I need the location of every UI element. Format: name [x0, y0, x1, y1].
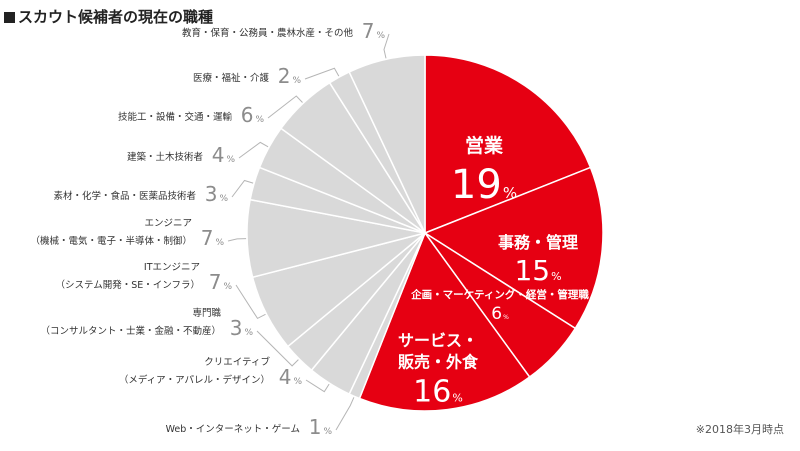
slice-value-unit-8: % — [215, 238, 224, 248]
slice-label-2: 企画・マーケティング・経営・管理職 — [410, 288, 589, 301]
slice-label-line-0-0: 営業 — [465, 134, 504, 157]
slice-value-unit-7: % — [223, 282, 232, 292]
slice-value-8: 7% — [201, 226, 225, 250]
slice-label-line-6-1: （コンサルタント・士業・金融・不動産） — [40, 325, 221, 337]
slice-label-line-8-0: エンジニア — [144, 218, 192, 229]
slice-value-number-2: 6 — [491, 304, 502, 324]
slice-label-3: サービス・販売・外食 — [398, 331, 479, 372]
leader-line-6 — [256, 330, 299, 367]
slice-value-number-3: 16 — [413, 375, 451, 410]
leader-line-5 — [305, 379, 330, 393]
leader-line-8 — [227, 238, 247, 242]
slice-label-line-2-0: 企画・マーケティング・経営・管理職 — [410, 288, 589, 301]
slice-value-6: 3% — [230, 316, 254, 340]
slice-value-number-7: 7 — [209, 270, 222, 294]
slice-value-number-1: 15 — [514, 254, 550, 287]
slice-value-number-8: 7 — [201, 226, 214, 250]
slice-value-number-4: 1 — [309, 415, 322, 439]
slice-value-number-12: 2 — [278, 64, 291, 88]
slice-value-unit-2: % — [503, 314, 509, 321]
slice-labels: 営業19%事務・管理15%企画・マーケティング・経営・管理職6%サービス・販売・… — [30, 19, 589, 439]
slice-value-unit-1: % — [551, 270, 561, 283]
slice-value-unit-10: % — [226, 155, 235, 165]
pie-slice-1 — [423, 166, 604, 330]
slice-label-line-7-1: （システム開発・SE・インフラ） — [56, 279, 200, 291]
slice-label-line-10-0: 建築・土木技術者 — [127, 151, 203, 163]
slice-label-line-12-0: 医療・福祉・介護 — [193, 72, 270, 84]
slice-label-line-1-0: 事務・管理 — [498, 233, 578, 252]
slice-value-2: 6% — [491, 304, 509, 324]
slice-label-line-3-0: サービス・ — [398, 331, 478, 350]
slice-value-11: 6% — [241, 103, 265, 127]
slice-value-12: 2% — [278, 64, 302, 88]
slice-value-unit-12: % — [292, 76, 301, 86]
slice-value-unit-4: % — [323, 427, 332, 437]
slice-value-number-6: 3 — [230, 316, 243, 340]
pie-slice-0 — [424, 54, 592, 235]
leader-line-9 — [231, 179, 254, 198]
slice-value-7: 7% — [209, 270, 233, 294]
slice-value-unit-5: % — [293, 377, 302, 387]
slice-value-13: 7% — [362, 19, 386, 43]
slice-value-number-11: 6 — [241, 103, 254, 127]
leader-line-10 — [238, 141, 269, 159]
slice-label-line-5-0: クリエイティブ — [204, 356, 270, 368]
slice-label-line-6-0: 専門職 — [192, 307, 221, 319]
slice-label-line-4-0: Web・インターネット・ゲーム — [166, 423, 300, 435]
title-square-icon — [4, 12, 15, 23]
slice-value-1: 15% — [514, 254, 561, 287]
leader-line-12 — [304, 67, 340, 80]
pie-slices — [246, 54, 604, 412]
pie-slice-13 — [348, 54, 426, 234]
slice-value-unit-3: % — [452, 392, 462, 405]
slice-value-unit-11: % — [255, 115, 264, 125]
leader-line-7 — [235, 284, 266, 320]
chart-title-text: スカウト候補者の現在の職種 — [18, 8, 214, 26]
slice-value-9: 3% — [205, 182, 229, 206]
slice-label-line-5-1: （メディア・アパレル・デザイン） — [119, 374, 270, 386]
slice-value-3: 16% — [413, 375, 463, 410]
slice-value-number-0: 19 — [451, 162, 502, 208]
slice-label-line-7-0: ITエンジニア — [144, 262, 200, 273]
leader-lines — [227, 33, 390, 431]
slice-value-10: 4% — [212, 143, 236, 167]
slice-value-unit-13: % — [376, 31, 385, 41]
slice-label-line-9-0: 素材・化学・食品・医薬品技術者 — [53, 190, 196, 202]
slice-value-unit-0: % — [503, 184, 517, 202]
slice-value-unit-6: % — [244, 328, 253, 338]
slice-label-line-8-1: （機械・電気・電子・半導体・制御） — [30, 235, 192, 247]
slice-label-0: 営業 — [465, 134, 504, 157]
slice-value-number-9: 3 — [205, 182, 218, 206]
slice-value-4: 1% — [309, 415, 333, 439]
date-note: ※2018年3月時点 — [695, 423, 784, 436]
slice-value-number-13: 7 — [362, 19, 375, 43]
slice-value-unit-9: % — [219, 194, 228, 204]
slice-value-0: 19% — [451, 162, 517, 208]
pie-slice-3 — [358, 231, 531, 412]
slice-label-line-3-1: 販売・外食 — [398, 353, 479, 372]
slice-value-number-5: 4 — [279, 365, 292, 389]
slice-label-line-13-0: 教育・保育・公務員・農林水産・その他 — [182, 27, 354, 39]
slice-label-line-11-0: 技能工・設備・交通・運輸 — [118, 111, 233, 123]
slice-label-1: 事務・管理 — [498, 233, 578, 252]
chart-title: スカウト候補者の現在の職種 — [4, 6, 213, 27]
leader-line-13 — [383, 33, 390, 59]
slice-value-number-10: 4 — [212, 143, 225, 167]
leader-line-4 — [335, 397, 355, 431]
leader-line-11 — [267, 95, 303, 119]
slice-value-5: 4% — [279, 365, 303, 389]
